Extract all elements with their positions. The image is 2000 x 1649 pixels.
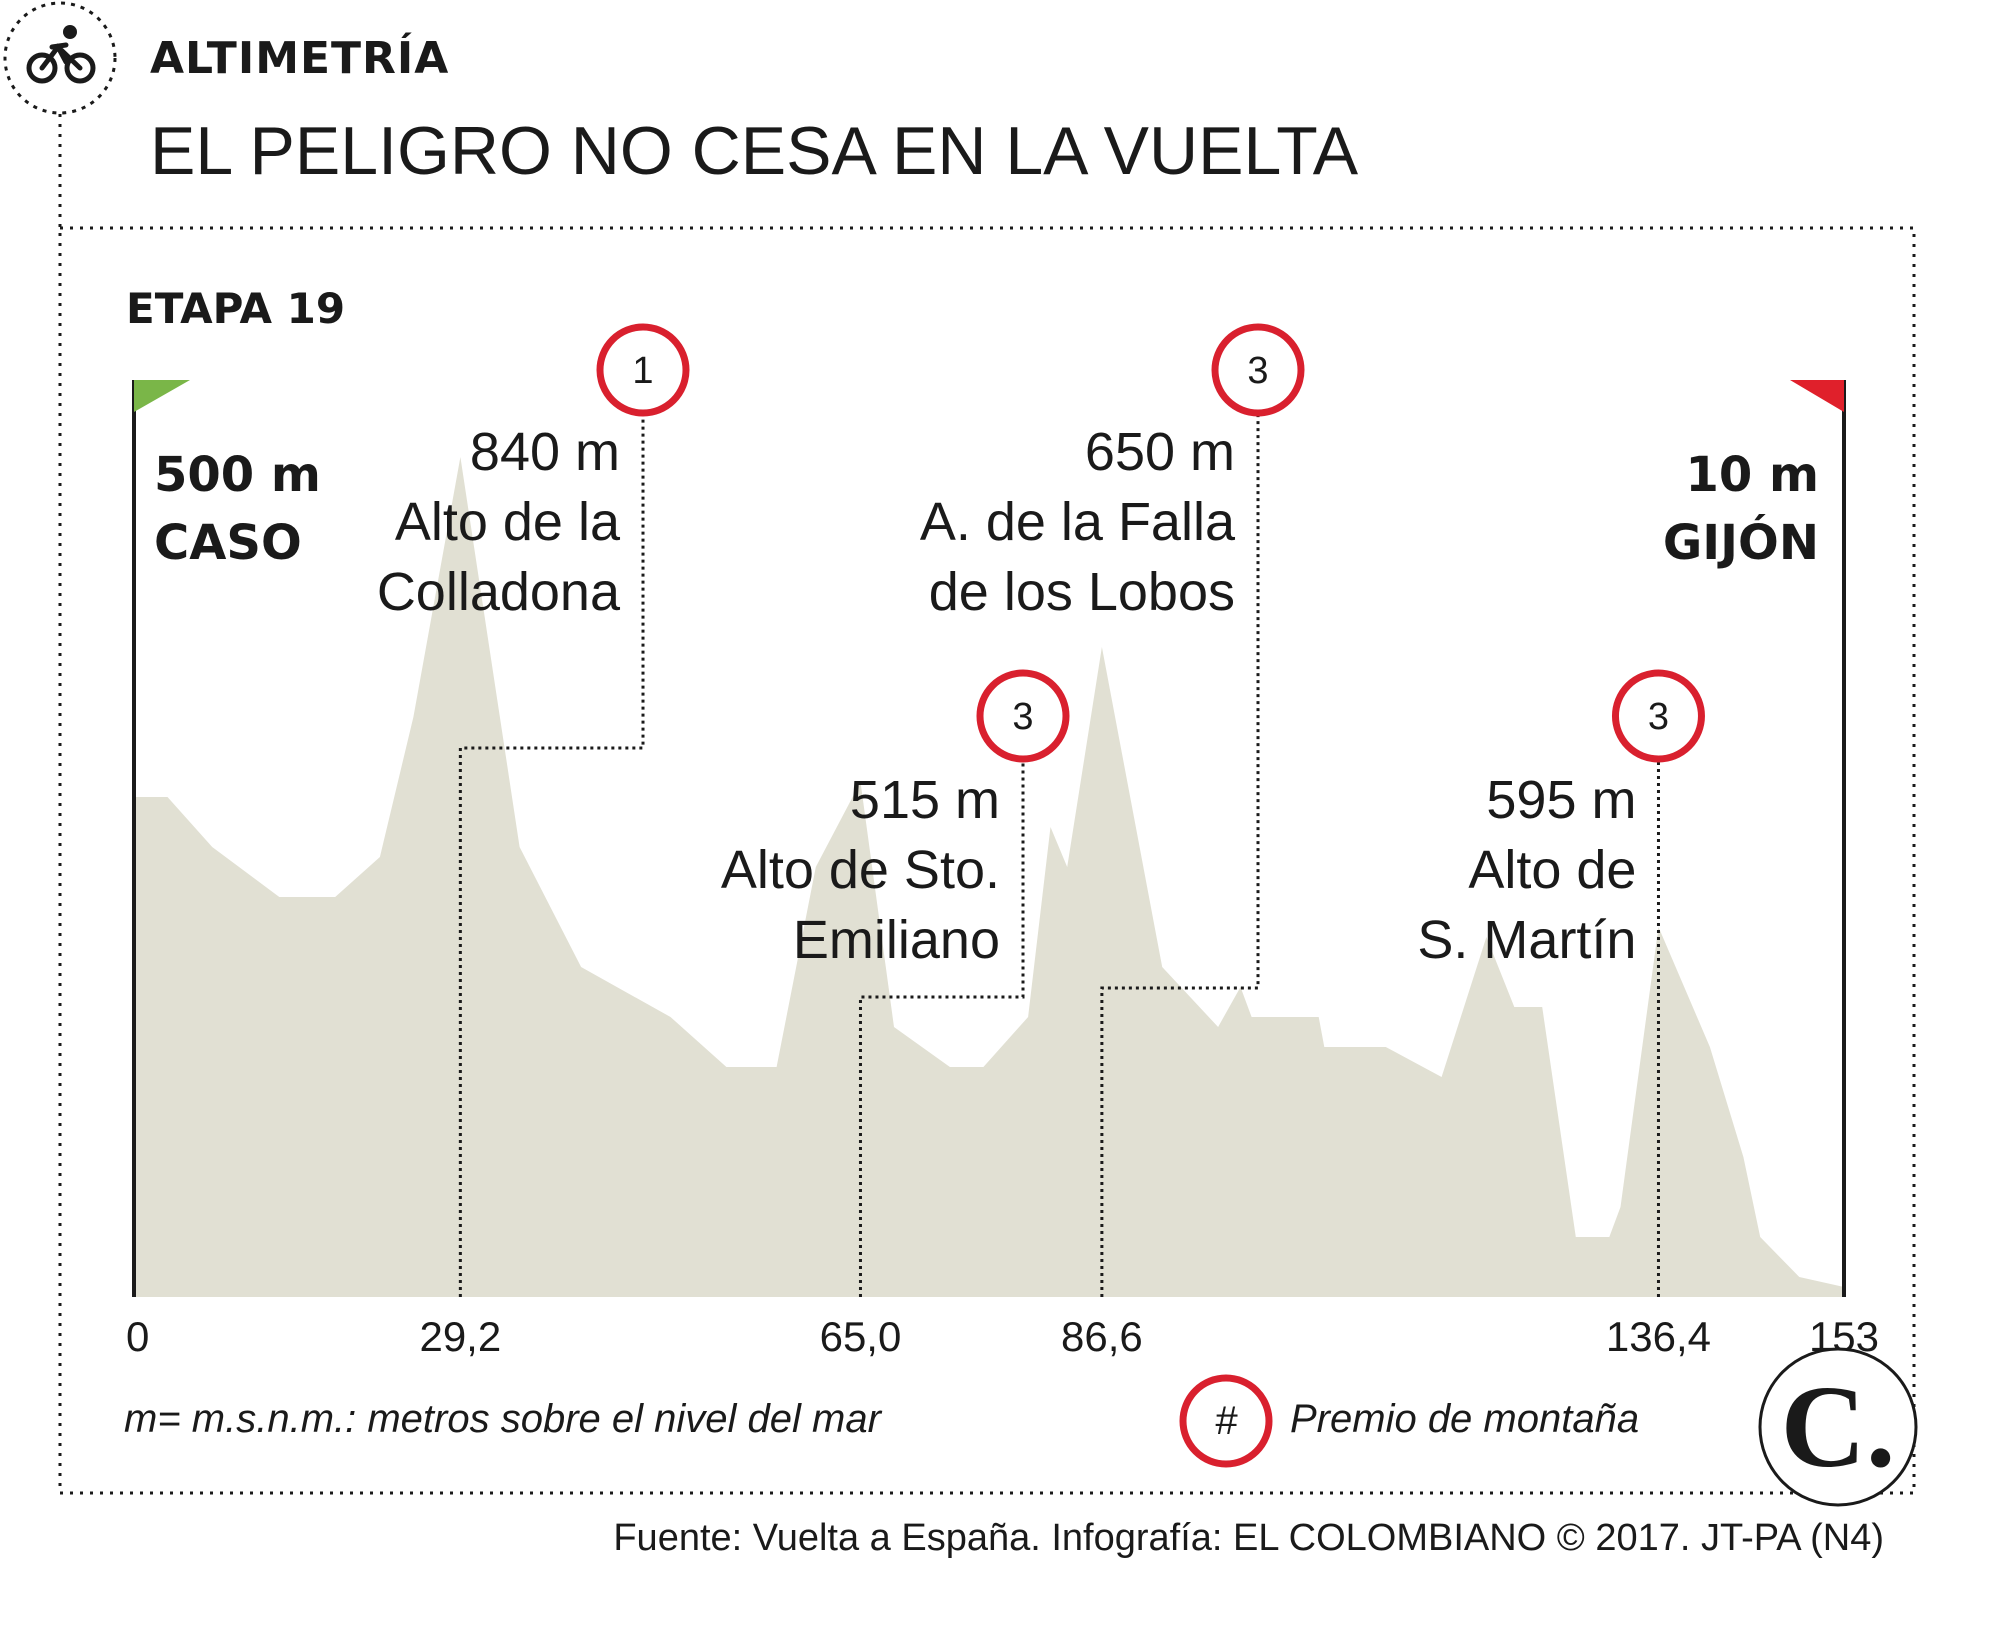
mountain-prize-marker bbox=[976, 669, 1070, 763]
start-marker: 500 m CASO bbox=[132, 380, 321, 1297]
climb-name-line: Alto de Sto. bbox=[721, 840, 1000, 900]
legend-symbol: # bbox=[1215, 1399, 1238, 1443]
x-tick-label: 86,6 bbox=[1061, 1313, 1143, 1360]
mountain-prize-marker bbox=[596, 323, 690, 417]
publisher-logo: C. bbox=[1758, 1347, 1918, 1507]
mountain-prize-marker bbox=[1611, 669, 1705, 763]
climb-altitude: 840 m bbox=[470, 422, 620, 482]
climb-category: 3 bbox=[1648, 696, 1669, 738]
x-axis-ticks: 0 29,2 65,0 86,6 136,4 153 bbox=[126, 1313, 1879, 1360]
climb-category: 3 bbox=[1247, 350, 1268, 392]
stage-label: ETAPA 19 bbox=[126, 284, 345, 333]
finish-marker: 10 m GIJÓN bbox=[1663, 380, 1846, 1297]
climb-name-line: Alto de la bbox=[395, 492, 621, 552]
climb-annotation: 1 840 m Alto de la Colladona bbox=[377, 323, 690, 622]
mountain-prize-marker bbox=[1211, 323, 1305, 417]
source-credit: Fuente: Vuelta a España. Infografía: EL … bbox=[613, 1517, 1884, 1559]
x-tick-label: 0 bbox=[126, 1313, 149, 1360]
start-altitude: 500 m bbox=[154, 447, 321, 503]
climb-leader-line bbox=[858, 759, 1025, 1297]
x-tick-label: 136,4 bbox=[1606, 1313, 1711, 1360]
legend-label: Premio de montaña bbox=[1290, 1397, 1639, 1441]
climb-leader-line bbox=[458, 413, 645, 1297]
climb-name-line: A. de la Falla bbox=[920, 492, 1236, 552]
climb-annotation: 3 595 m Alto de S. Martín bbox=[1417, 669, 1705, 970]
climb-leader-line bbox=[1100, 413, 1260, 1297]
legend-marker-icon bbox=[1179, 1374, 1273, 1468]
section-label: ALTIMETRÍA bbox=[150, 31, 449, 84]
units-note: m= m.s.n.m.: metros sobre el nivel del m… bbox=[124, 1397, 883, 1441]
cyclist-icon bbox=[3, 1, 117, 115]
climb-category: 1 bbox=[632, 350, 653, 392]
finish-altitude: 10 m bbox=[1685, 447, 1819, 503]
start-place: CASO bbox=[154, 515, 302, 571]
climb-name-line: S. Martín bbox=[1417, 910, 1636, 970]
climb-name-line: Colladona bbox=[377, 562, 621, 622]
climb-altitude: 595 m bbox=[1486, 770, 1636, 830]
logo-text: C. bbox=[1781, 1361, 1896, 1492]
climb-name-line: Emiliano bbox=[793, 910, 1000, 970]
legend-mountain-prize: # Premio de montaña bbox=[1179, 1374, 1639, 1468]
start-flag-icon bbox=[134, 380, 190, 412]
elevation-profile-area bbox=[134, 457, 1844, 1297]
x-tick-label: 29,2 bbox=[419, 1313, 501, 1360]
climb-annotation: 3 515 m Alto de Sto. Emiliano bbox=[721, 669, 1070, 970]
finish-place: GIJÓN bbox=[1663, 514, 1819, 571]
climb-name-line: de los Lobos bbox=[929, 562, 1235, 622]
climb-altitude: 515 m bbox=[850, 770, 1000, 830]
climb-name-line: Alto de bbox=[1468, 840, 1636, 900]
x-tick-label: 65,0 bbox=[820, 1313, 902, 1360]
climb-altitude: 650 m bbox=[1085, 422, 1235, 482]
climb-category: 3 bbox=[1012, 696, 1033, 738]
climb-annotation: 3 650 m A. de la Falla de los Lobos bbox=[920, 323, 1305, 622]
finish-flag-icon bbox=[1790, 380, 1844, 412]
page-title: EL PELIGRO NO CESA EN LA VUELTA bbox=[150, 113, 1359, 189]
